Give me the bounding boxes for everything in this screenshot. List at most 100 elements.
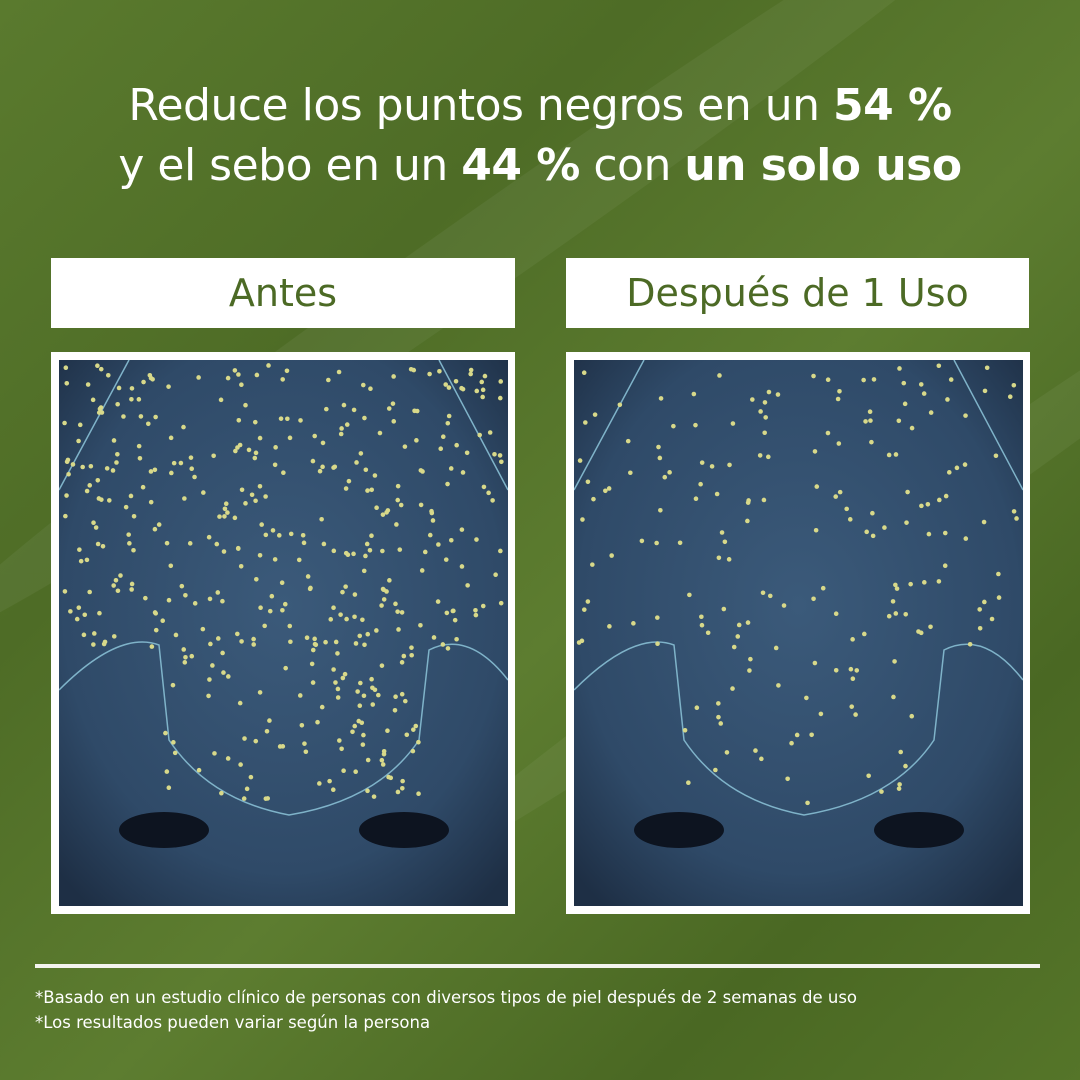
blackhead-marker [160, 618, 166, 624]
blackhead-marker [259, 522, 264, 527]
blackhead-marker [266, 363, 271, 368]
blackhead-marker [123, 504, 129, 510]
blackhead-marker [362, 642, 367, 648]
blackhead-marker [982, 388, 988, 394]
blackhead-marker [281, 470, 286, 475]
blackhead-marker [397, 547, 403, 552]
blackhead-marker [440, 434, 446, 440]
blackhead-marker [62, 589, 68, 594]
blackhead-marker [129, 396, 134, 402]
blackhead-marker [606, 486, 612, 491]
blackhead-marker [658, 507, 663, 513]
blackhead-marker [918, 382, 924, 387]
headline: Reduce los puntos negros en un 54 % y el… [0, 76, 1080, 196]
blackhead-marker [365, 788, 370, 794]
blackhead-marker [671, 423, 676, 429]
blackhead-marker [848, 666, 854, 672]
blackhead-marker [362, 415, 367, 421]
blackhead-marker [310, 680, 316, 685]
blackhead-marker [233, 448, 238, 454]
blackhead-marker [235, 631, 240, 637]
blackhead-marker [962, 462, 968, 467]
blackhead-marker [677, 540, 683, 546]
blackhead-marker [585, 479, 591, 485]
blackhead-marker [221, 670, 226, 675]
blackhead-marker [655, 615, 660, 620]
blackhead-marker [147, 372, 153, 378]
blackhead-marker [121, 414, 126, 419]
blackhead-marker [414, 408, 420, 414]
blackhead-marker [237, 700, 243, 706]
blackhead-marker [352, 723, 358, 729]
blackhead-marker [474, 537, 479, 542]
blackhead-marker [384, 589, 389, 594]
blackhead-marker [178, 460, 184, 466]
blackhead-marker [440, 642, 446, 647]
blackhead-marker [401, 653, 407, 659]
blackhead-marker [454, 442, 459, 448]
blackhead-marker [330, 787, 336, 793]
blackhead-marker [63, 513, 68, 519]
blackhead-marker [391, 374, 396, 379]
blackhead-marker [298, 418, 303, 423]
blackhead-marker [95, 477, 101, 483]
blackhead-marker [253, 738, 259, 744]
blackhead-marker [315, 719, 320, 725]
blackhead-marker [303, 749, 309, 755]
blackhead-marker [716, 555, 722, 561]
blackhead-marker [327, 778, 332, 784]
blackhead-marker [603, 488, 608, 494]
blackhead-marker [328, 617, 334, 622]
blackhead-marker [107, 498, 112, 503]
blackhead-marker [585, 599, 591, 604]
blackhead-marker [937, 497, 942, 503]
blackhead-marker [220, 598, 225, 604]
blackhead-marker [916, 629, 921, 634]
blackhead-marker [300, 532, 306, 538]
blackhead-marker [225, 375, 231, 381]
blackhead-marker [385, 508, 391, 513]
blackhead-marker [365, 757, 371, 763]
blackhead-marker [427, 532, 433, 538]
blackhead-marker [399, 610, 405, 615]
blackhead-marker [411, 727, 416, 732]
blackhead-marker [905, 489, 910, 495]
after-image [566, 352, 1030, 914]
blackhead-marker [152, 467, 158, 473]
blackhead-marker [131, 514, 137, 519]
blackhead-marker [104, 466, 110, 471]
headline-line-1: Reduce los puntos negros en un 54 % [128, 80, 952, 131]
blackhead-marker [235, 546, 241, 551]
blackhead-marker [631, 621, 636, 626]
blackhead-marker [730, 421, 736, 426]
blackhead-marker [267, 718, 272, 723]
blackhead-marker [296, 557, 302, 563]
blackhead-marker [264, 728, 270, 734]
blackhead-marker [945, 397, 950, 402]
blackhead-marker [284, 368, 290, 374]
blackhead-marker [149, 644, 155, 649]
blackhead-marker [654, 540, 659, 546]
blackhead-marker [111, 583, 116, 588]
blackhead-marker [99, 410, 105, 415]
blackhead-marker [948, 377, 954, 382]
blackhead-marker [354, 460, 359, 465]
blackhead-marker [386, 774, 391, 780]
blackhead-marker [473, 607, 478, 613]
blackhead-marker [156, 522, 162, 527]
blackhead-marker [88, 463, 94, 469]
blackhead-marker [254, 372, 260, 378]
blackhead-marker [989, 616, 995, 622]
blackhead-marker [380, 762, 386, 767]
blackhead-marker [369, 676, 374, 682]
blackhead-marker [152, 526, 158, 532]
blackhead-marker [760, 590, 766, 596]
blackhead-marker [239, 639, 244, 644]
blackhead-marker [429, 510, 435, 516]
blackhead-marker [811, 373, 816, 379]
blackhead-marker [658, 396, 664, 401]
blackhead-marker [380, 548, 385, 554]
blackhead-marker [497, 453, 503, 458]
blackhead-marker [365, 488, 370, 493]
blackhead-marker [445, 420, 451, 426]
